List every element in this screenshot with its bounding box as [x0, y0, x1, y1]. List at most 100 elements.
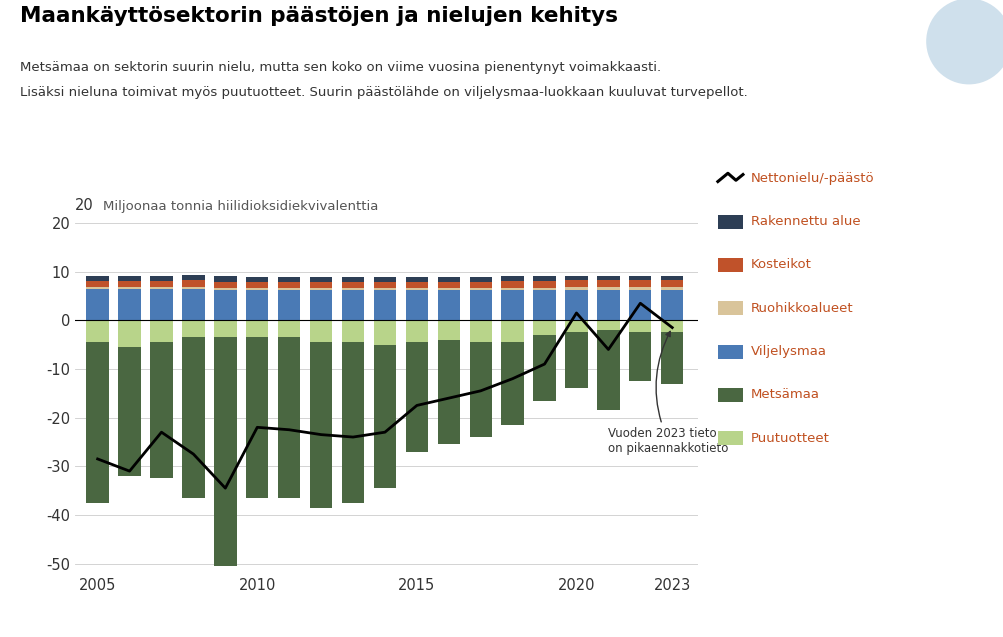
- Text: 20: 20: [75, 198, 94, 213]
- Bar: [214, 276, 237, 282]
- Bar: [310, 277, 332, 282]
- Bar: [565, 287, 587, 290]
- Bar: [469, 342, 491, 437]
- Bar: [437, 320, 459, 340]
- Bar: [660, 287, 683, 290]
- Bar: [660, 333, 683, 383]
- Bar: [469, 320, 491, 342]
- Bar: [437, 288, 459, 290]
- Bar: [183, 275, 205, 280]
- Text: Kosteikot: Kosteikot: [750, 259, 811, 271]
- Text: Rakennettu alue: Rakennettu alue: [750, 215, 860, 228]
- Bar: [373, 277, 396, 282]
- Text: Miljoonaa tonnia hiilidioksidiekvivalenttia: Miljoonaa tonnia hiilidioksidiekvivalent…: [103, 201, 378, 213]
- Bar: [310, 282, 332, 288]
- Bar: [86, 342, 108, 503]
- Bar: [150, 281, 173, 287]
- Bar: [118, 287, 140, 289]
- Bar: [214, 338, 237, 566]
- Bar: [183, 289, 205, 320]
- Bar: [278, 282, 300, 288]
- Bar: [597, 275, 619, 280]
- Text: Vuoden 2023 tieto
on pikaennakkotieto: Vuoden 2023 tieto on pikaennakkotieto: [608, 331, 728, 455]
- Text: Puutuotteet: Puutuotteet: [750, 432, 829, 445]
- Bar: [246, 288, 268, 290]
- Bar: [183, 280, 205, 287]
- Bar: [118, 289, 140, 320]
- Bar: [150, 287, 173, 289]
- Bar: [629, 275, 651, 280]
- Bar: [150, 320, 173, 342]
- Bar: [86, 289, 108, 320]
- Bar: [405, 290, 427, 320]
- Bar: [341, 320, 364, 342]
- Bar: [500, 320, 524, 342]
- Bar: [597, 287, 619, 290]
- Bar: [214, 320, 237, 338]
- Bar: [660, 280, 683, 287]
- Bar: [565, 333, 587, 389]
- Text: Viljelysmaa: Viljelysmaa: [750, 345, 826, 358]
- Bar: [629, 320, 651, 333]
- Text: Metsämaa on sektorin suurin nielu, mutta sen koko on viime vuosina pienentynyt v: Metsämaa on sektorin suurin nielu, mutta…: [20, 61, 661, 73]
- Bar: [118, 281, 140, 287]
- Bar: [437, 290, 459, 320]
- Bar: [500, 342, 524, 425]
- Bar: [246, 282, 268, 288]
- Bar: [469, 290, 491, 320]
- Bar: [500, 288, 524, 290]
- Bar: [246, 277, 268, 282]
- Bar: [341, 288, 364, 290]
- Bar: [437, 340, 459, 445]
- Bar: [629, 290, 651, 320]
- Bar: [118, 347, 140, 476]
- Bar: [310, 290, 332, 320]
- Bar: [118, 276, 140, 281]
- Bar: [341, 290, 364, 320]
- Bar: [597, 320, 619, 330]
- Bar: [214, 290, 237, 320]
- Bar: [597, 330, 619, 410]
- Bar: [150, 342, 173, 478]
- Bar: [469, 282, 491, 288]
- Bar: [246, 290, 268, 320]
- Bar: [565, 275, 587, 280]
- Bar: [660, 320, 683, 333]
- Bar: [533, 335, 556, 401]
- Bar: [278, 277, 300, 282]
- Bar: [86, 287, 108, 289]
- Bar: [533, 290, 556, 320]
- Bar: [565, 320, 587, 333]
- Bar: [405, 282, 427, 288]
- Bar: [278, 320, 300, 338]
- Bar: [405, 278, 427, 282]
- Bar: [469, 278, 491, 282]
- Bar: [86, 320, 108, 342]
- Bar: [500, 290, 524, 320]
- Bar: [629, 287, 651, 290]
- Text: Lisäksi nieluna toimivat myös puutuotteet. Suurin päästölähde on viljelysmaa-luo: Lisäksi nieluna toimivat myös puutuottee…: [20, 86, 747, 99]
- Bar: [341, 277, 364, 282]
- Bar: [278, 338, 300, 498]
- Text: Metsämaa: Metsämaa: [750, 389, 819, 401]
- Bar: [341, 282, 364, 288]
- Bar: [278, 288, 300, 290]
- Bar: [150, 289, 173, 320]
- Bar: [660, 290, 683, 320]
- Bar: [150, 276, 173, 281]
- Bar: [629, 333, 651, 381]
- Bar: [629, 280, 651, 287]
- Bar: [405, 288, 427, 290]
- Bar: [86, 276, 108, 281]
- Bar: [373, 320, 396, 345]
- Bar: [246, 338, 268, 498]
- Bar: [373, 282, 396, 288]
- Bar: [214, 288, 237, 290]
- Bar: [660, 275, 683, 280]
- Bar: [310, 320, 332, 342]
- Bar: [500, 282, 524, 288]
- Bar: [597, 280, 619, 287]
- Bar: [183, 320, 205, 338]
- Bar: [183, 338, 205, 498]
- Bar: [405, 342, 427, 452]
